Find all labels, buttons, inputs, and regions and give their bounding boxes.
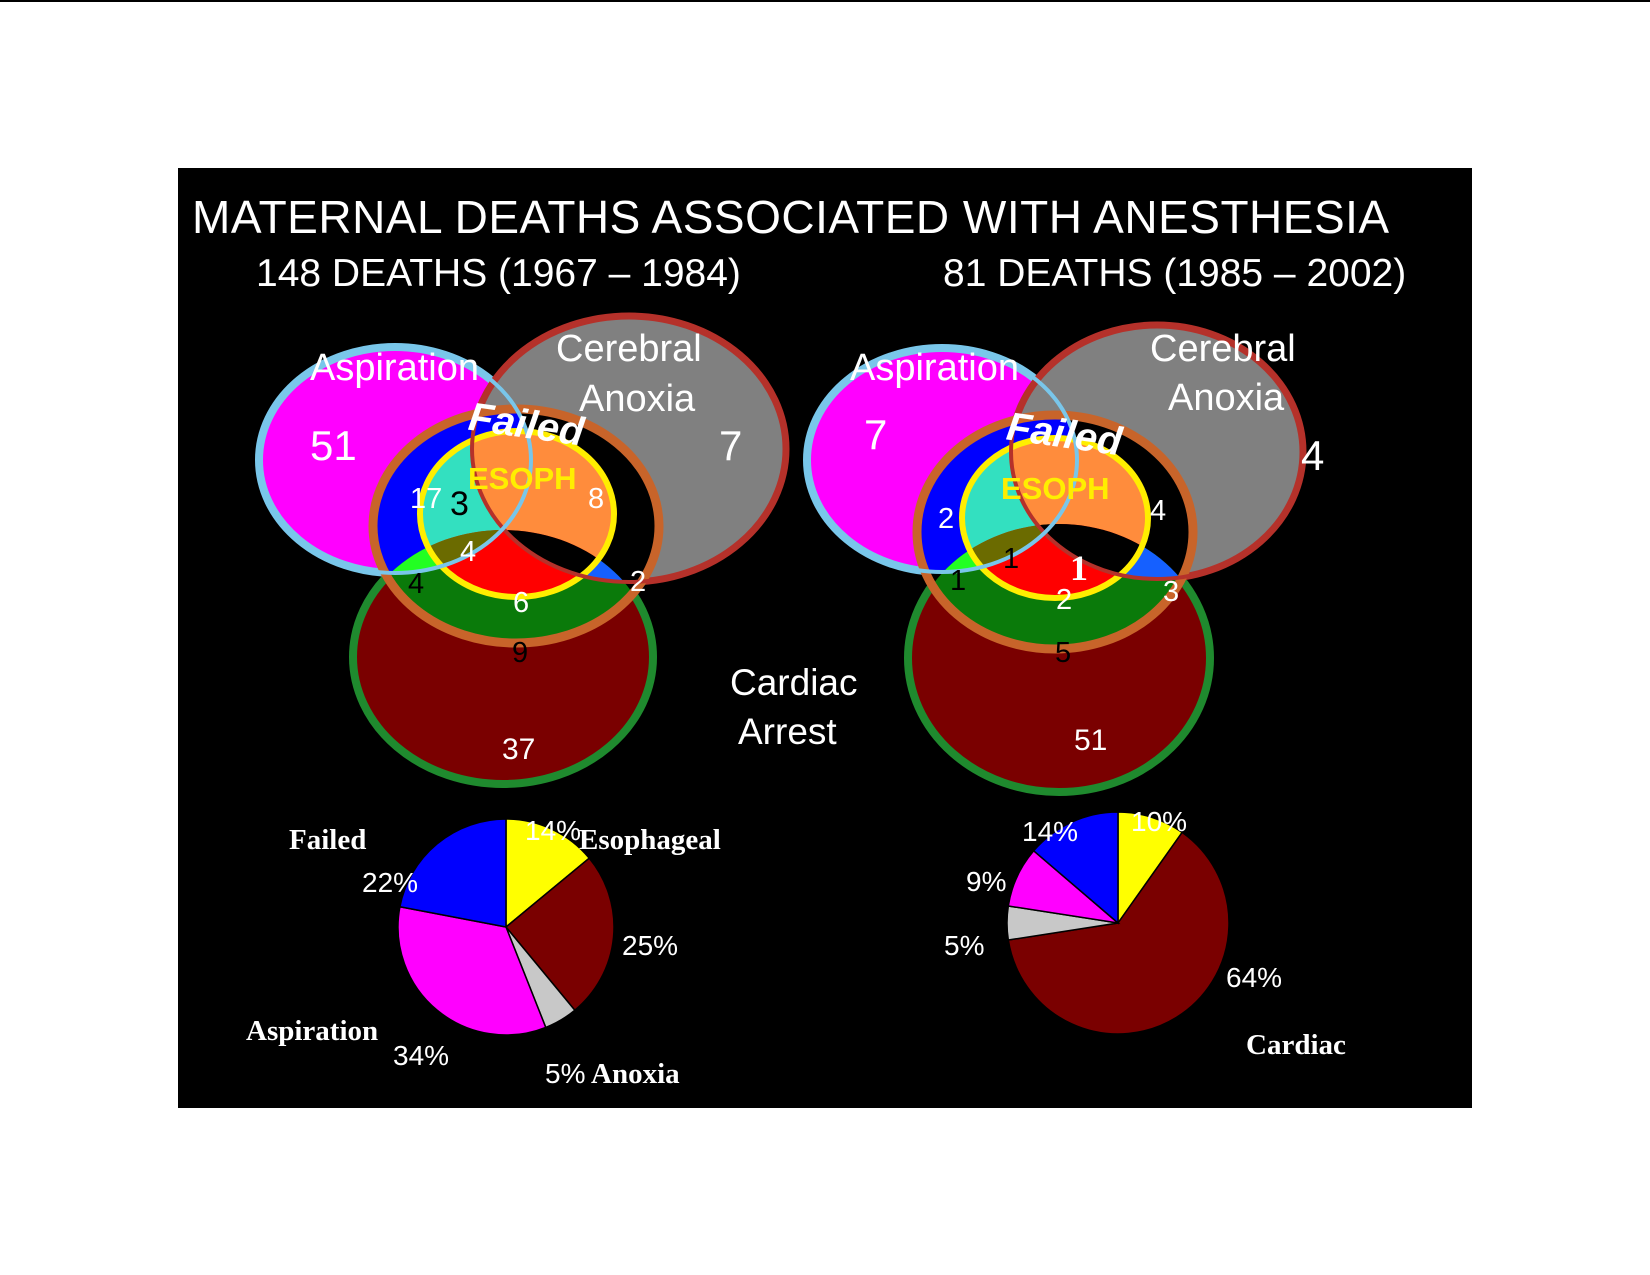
- left-pie-slice-cardiac: [504, 857, 615, 1012]
- right-subtitle: 81 DEATHS (1985 – 2002): [943, 252, 1407, 295]
- left-count-aspiration: 51: [310, 422, 357, 469]
- left-arrest-label: Arrest: [738, 711, 837, 752]
- left-pie-aspiration-label: Aspiration: [246, 1015, 378, 1047]
- right-pie-chart: [1006, 811, 1230, 1035]
- slide-panel: MATERNAL DEATHS ASSOCIATED WITH ANESTHES…: [178, 168, 1472, 1108]
- right-esoph-label: ESOPH: [1001, 471, 1110, 506]
- left-subtitle: 148 DEATHS (1967 – 1984): [256, 252, 741, 295]
- right-count-failed-aspiration-cardiac: 1: [950, 565, 966, 597]
- right-count-esoph-cardiac: 2: [1056, 584, 1072, 616]
- right-pie-cardiac-pct: 64%: [1226, 962, 1282, 993]
- left-pie-anoxia-label: Anoxia: [591, 1058, 680, 1090]
- right-count-anoxia: 4: [1301, 432, 1324, 479]
- left-count-failed-aspiration: 17: [410, 483, 442, 515]
- left-pie-cardiac-pct: 25%: [622, 930, 678, 961]
- right-cerebral-label: Cerebral: [1150, 328, 1296, 370]
- right-aspiration-label: Aspiration: [850, 347, 1019, 389]
- right-pie-failed-pct: 14%: [1022, 816, 1078, 847]
- left-count-anoxia: 7: [719, 422, 742, 469]
- left-count-failed-cardiac: 9: [512, 637, 528, 669]
- right-esoph-circle: [959, 435, 1151, 601]
- left-pie-failed-pct: 22%: [362, 867, 418, 898]
- top-border-line: [0, 0, 1650, 2]
- right-pie-cardiac-label: Cardiac: [1246, 1029, 1346, 1061]
- left-cardiac-label: Cardiac: [730, 662, 858, 703]
- diagram-canvas: Aspiration Cerebral Anoxia Failed ESOPH …: [246, 312, 1346, 1090]
- right-count-esoph-aspiration: 1: [1003, 543, 1019, 575]
- right-count-esoph-anoxia: 4: [1150, 495, 1166, 527]
- right-pie-slice-cardiac: [1007, 831, 1230, 1035]
- left-pie-slice-aspiration: [397, 905, 547, 1036]
- left-pie-slice-esophageal: [505, 818, 591, 929]
- left-count-esoph-anoxia: 8: [588, 483, 604, 515]
- left-pie-chart: [397, 818, 615, 1036]
- left-pie-anoxia-pct: 5%: [545, 1058, 585, 1089]
- right-pie-anoxia-pct: 5%: [944, 930, 984, 961]
- left-esoph-label: ESOPH: [468, 461, 577, 496]
- left-pie-aspiration-pct: 34%: [393, 1040, 449, 1071]
- left-count-esoph-cardiac: 6: [513, 587, 529, 619]
- right-count-aspiration: 7: [864, 411, 887, 458]
- left-count-esoph-aspiration-cardiac: 4: [460, 536, 476, 568]
- left-venn: Aspiration Cerebral Anoxia Failed ESOPH …: [255, 312, 858, 788]
- right-count-esoph-anoxia-cardiac: 1: [1070, 548, 1088, 588]
- right-pie-aspiration-pct: 9%: [966, 866, 1006, 897]
- left-count-esoph-aspiration: 3: [450, 485, 469, 523]
- left-pie-slice-failed: [399, 818, 507, 928]
- left-anoxia-label: Anoxia: [579, 378, 696, 420]
- left-count-cardiac: 37: [502, 733, 535, 766]
- left-pie-failed-label: Failed: [289, 824, 366, 856]
- right-venn: Aspiration Cerebral Anoxia Failed ESOPH …: [803, 321, 1324, 796]
- right-count-failed-aspiration: 2: [938, 503, 954, 535]
- left-cerebral-label: Cerebral: [556, 328, 702, 370]
- left-pie-esophageal-label: Esophageal: [579, 824, 721, 856]
- left-pie-esoph-pct: 14%: [525, 815, 581, 846]
- left-aspiration-label: Aspiration: [310, 347, 479, 389]
- left-count-failed-anoxia-cardiac: 2: [630, 566, 646, 598]
- right-pie-esoph-pct: 10%: [1131, 806, 1187, 837]
- left-esoph-circle: [417, 428, 617, 600]
- right-count-failed-cardiac: 5: [1055, 637, 1071, 669]
- right-count-failed-anoxia-cardiac: 3: [1163, 576, 1179, 608]
- right-pie-slice-failed: [1032, 811, 1119, 925]
- left-count-failed-aspiration-cardiac: 4: [408, 568, 424, 600]
- right-anoxia-label: Anoxia: [1168, 377, 1285, 419]
- right-count-cardiac: 51: [1074, 724, 1107, 757]
- slide-title: MATERNAL DEATHS ASSOCIATED WITH ANESTHES…: [192, 191, 1390, 243]
